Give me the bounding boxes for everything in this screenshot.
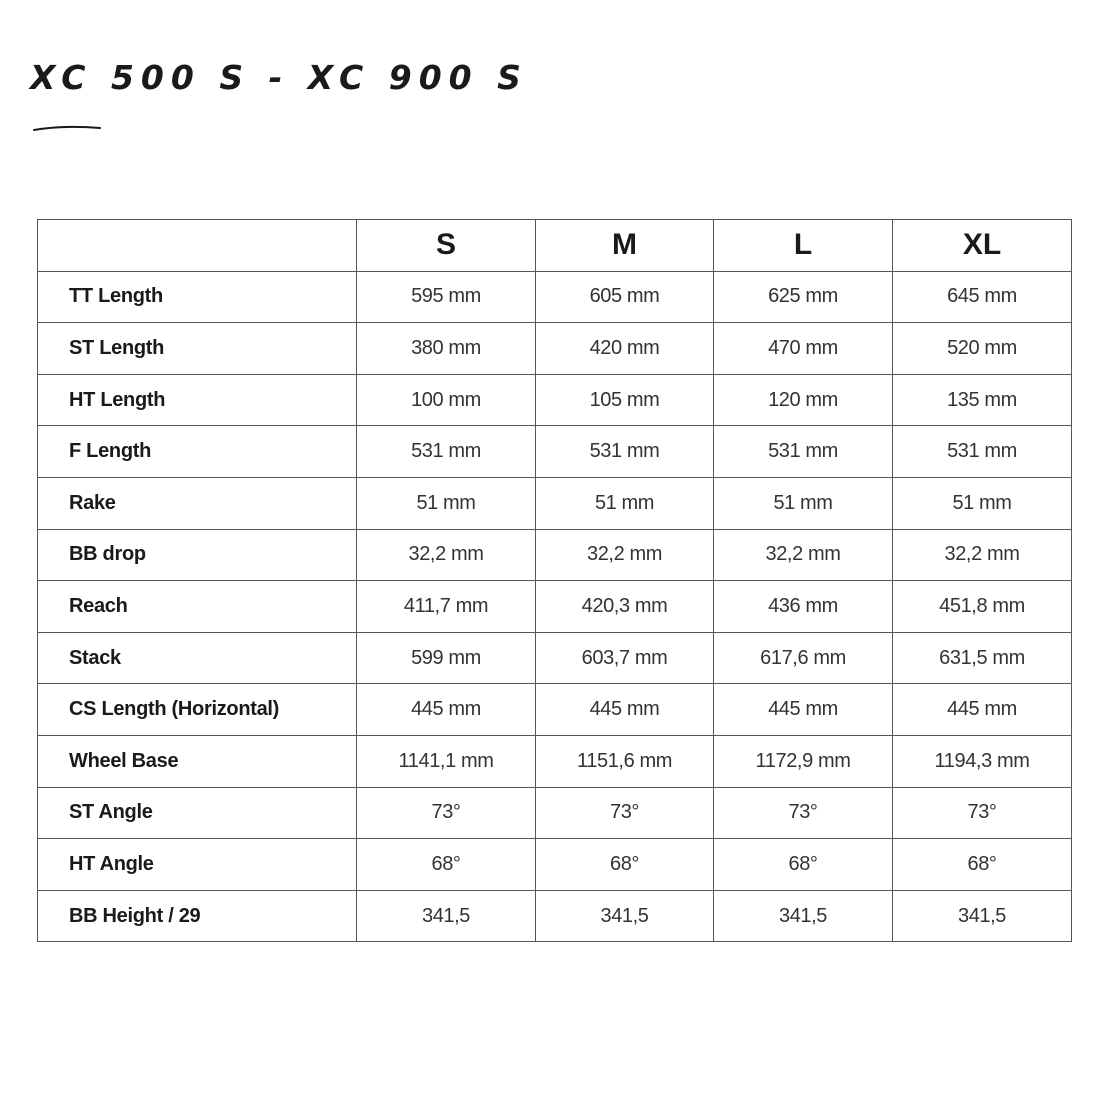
row-label: F Length xyxy=(37,425,357,478)
cell-value: 341,5 xyxy=(892,889,1072,943)
row-label: ST Length xyxy=(37,322,357,375)
cell-value: 531 mm xyxy=(892,425,1072,478)
header-row: S M L XL xyxy=(37,219,1072,272)
header-size-m: M xyxy=(535,219,714,272)
cell-value: 341,5 xyxy=(535,889,714,943)
row-label: CS Length (Horizontal) xyxy=(37,683,357,736)
cell-value: 341,5 xyxy=(713,889,893,943)
table-row: BB Height / 29 341,5 341,5 341,5 341,5 xyxy=(37,889,1072,943)
cell-value: 1172,9 mm xyxy=(713,734,893,788)
geometry-table: S M L XL TT Length 595 mm 605 mm 625 mm 645 … xyxy=(37,219,1072,943)
cell-value: 380 mm xyxy=(356,322,536,375)
cell-value: 531 mm xyxy=(535,425,714,478)
cell-value: 135 mm xyxy=(892,373,1072,427)
cell-value: 595 mm xyxy=(356,270,536,324)
cell-value: 51 mm xyxy=(713,476,893,530)
row-label: Stack xyxy=(37,631,357,685)
cell-value: 73° xyxy=(713,786,893,840)
title-underline xyxy=(33,125,101,131)
cell-value: 1151,6 mm xyxy=(535,734,714,788)
header-size-s: S xyxy=(356,219,536,272)
cell-value: 625 mm xyxy=(713,270,893,324)
table-row: Stack 599 mm 603,7 mm 617,6 mm 631,5 mm xyxy=(37,631,1072,685)
table-row: F Length 531 mm 531 mm 531 mm 531 mm xyxy=(37,425,1072,478)
cell-value: 605 mm xyxy=(535,270,714,324)
cell-value: 341,5 xyxy=(356,889,536,943)
cell-value: 32,2 mm xyxy=(892,528,1072,582)
cell-value: 73° xyxy=(535,786,714,840)
row-label: ST Angle xyxy=(37,786,357,840)
header-size-xl: XL xyxy=(892,219,1072,272)
table-row: Rake 51 mm 51 mm 51 mm 51 mm xyxy=(37,476,1072,530)
cell-value: 470 mm xyxy=(713,322,893,375)
header-size-l: L xyxy=(713,219,893,272)
table-row: Reach 411,7 mm 420,3 mm 436 mm 451,8 mm xyxy=(37,580,1072,633)
row-label: HT Angle xyxy=(37,838,357,891)
cell-value: 51 mm xyxy=(892,476,1072,530)
cell-value: 645 mm xyxy=(892,270,1072,324)
cell-value: 420,3 mm xyxy=(535,580,714,633)
row-label: Rake xyxy=(37,476,357,530)
table-row: Wheel Base 1141,1 mm 1151,6 mm 1172,9 mm 119… xyxy=(37,734,1072,788)
cell-value: 120 mm xyxy=(713,373,893,427)
cell-value: 32,2 mm xyxy=(713,528,893,582)
cell-value: 68° xyxy=(356,838,536,891)
cell-value: 445 mm xyxy=(892,683,1072,736)
cell-value: 100 mm xyxy=(356,373,536,427)
cell-value: 51 mm xyxy=(356,476,536,530)
table-row: ST Angle 73° 73° 73° 73° xyxy=(37,786,1072,840)
cell-value: 599 mm xyxy=(356,631,536,685)
cell-value: 603,7 mm xyxy=(535,631,714,685)
cell-value: 68° xyxy=(713,838,893,891)
cell-value: 51 mm xyxy=(535,476,714,530)
row-label: BB Height / 29 xyxy=(37,889,357,943)
cell-value: 436 mm xyxy=(713,580,893,633)
table-row: BB drop 32,2 mm 32,2 mm 32,2 mm 32,2 mm xyxy=(37,528,1072,582)
row-label: Wheel Base xyxy=(37,734,357,788)
cell-value: 411,7 mm xyxy=(356,580,536,633)
cell-value: 617,6 mm xyxy=(713,631,893,685)
row-label: BB drop xyxy=(37,528,357,582)
cell-value: 1194,3 mm xyxy=(892,734,1072,788)
row-label: Reach xyxy=(37,580,357,633)
cell-value: 445 mm xyxy=(713,683,893,736)
cell-value: 68° xyxy=(892,838,1072,891)
cell-value: 73° xyxy=(892,786,1072,840)
cell-value: 32,2 mm xyxy=(535,528,714,582)
cell-value: 445 mm xyxy=(356,683,536,736)
cell-value: 420 mm xyxy=(535,322,714,375)
cell-value: 1141,1 mm xyxy=(356,734,536,788)
page-title: XC 500 S - XC 900 S xyxy=(30,58,528,97)
table-row: ST Length 380 mm 420 mm 470 mm 520 mm xyxy=(37,322,1072,375)
cell-value: 73° xyxy=(356,786,536,840)
table-row: CS Length (Horizontal) 445 mm 445 mm 445 mm… xyxy=(37,683,1072,736)
header-empty xyxy=(37,219,357,272)
table-row: HT Length 100 mm 105 mm 120 mm 135 mm xyxy=(37,373,1072,427)
cell-value: 445 mm xyxy=(535,683,714,736)
row-label: TT Length xyxy=(37,270,357,324)
cell-value: 105 mm xyxy=(535,373,714,427)
cell-value: 520 mm xyxy=(892,322,1072,375)
cell-value: 531 mm xyxy=(356,425,536,478)
cell-value: 32,2 mm xyxy=(356,528,536,582)
cell-value: 451,8 mm xyxy=(892,580,1072,633)
table-row: TT Length 595 mm 605 mm 625 mm 645 mm xyxy=(37,270,1072,324)
table-row: HT Angle 68° 68° 68° 68° xyxy=(37,838,1072,891)
cell-value: 68° xyxy=(535,838,714,891)
cell-value: 531 mm xyxy=(713,425,893,478)
cell-value: 631,5 mm xyxy=(892,631,1072,685)
row-label: HT Length xyxy=(37,373,357,427)
